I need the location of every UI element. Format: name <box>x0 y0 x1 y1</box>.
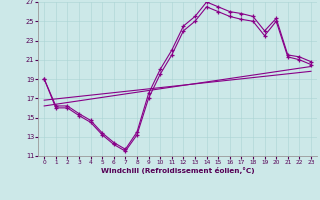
X-axis label: Windchill (Refroidissement éolien,°C): Windchill (Refroidissement éolien,°C) <box>101 167 254 174</box>
